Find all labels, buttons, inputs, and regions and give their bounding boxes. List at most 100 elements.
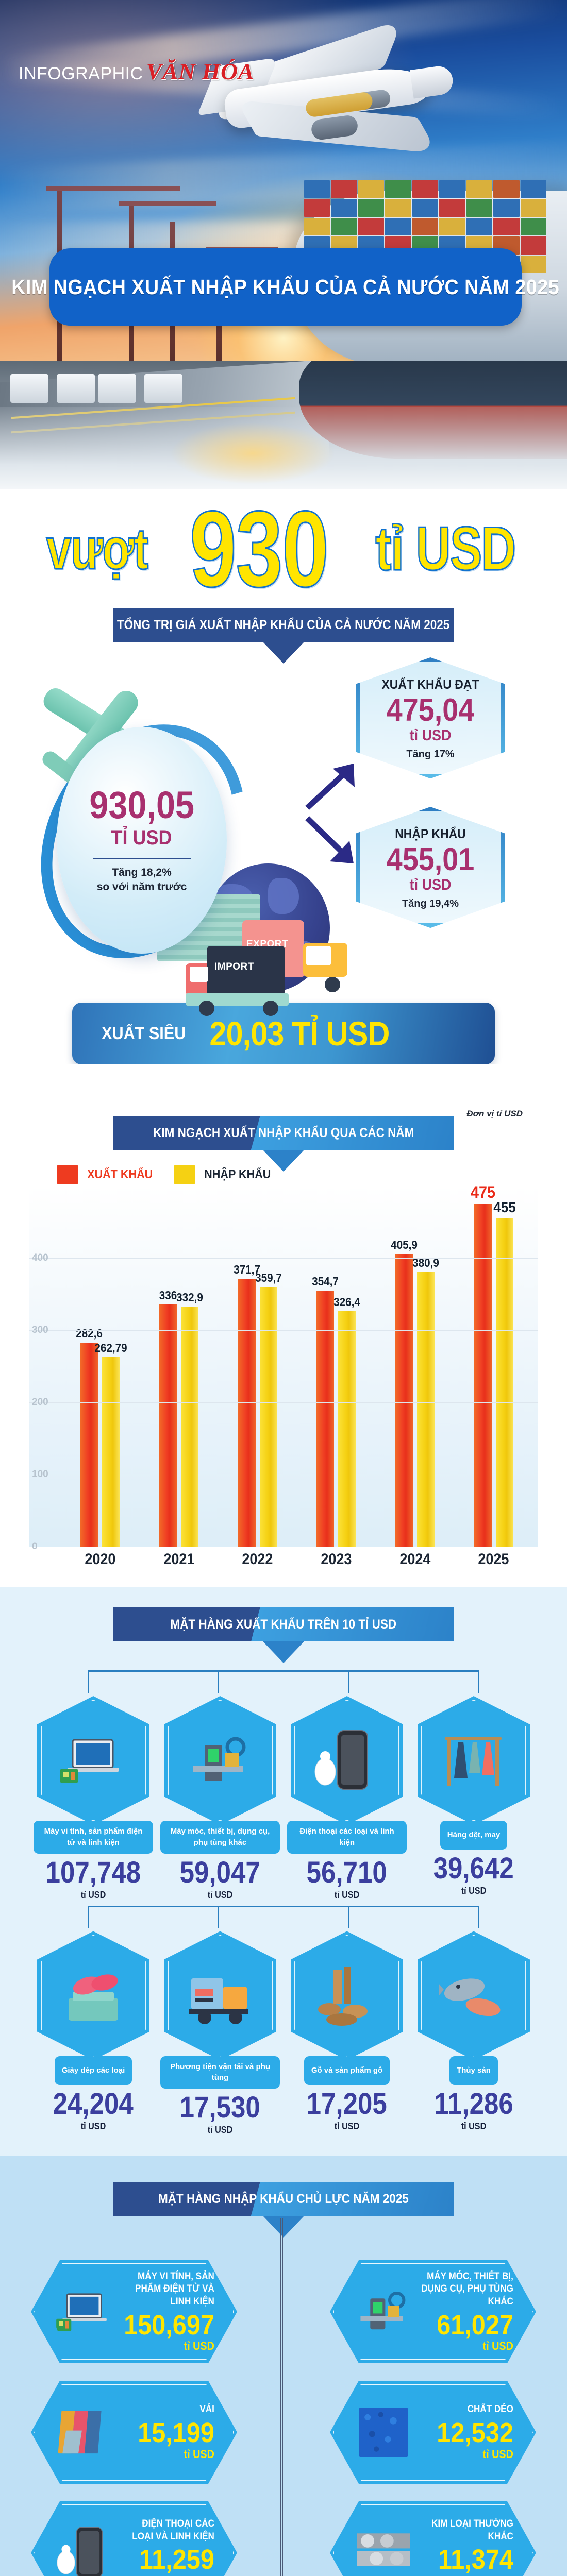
chart-x-tick-labels: 2020 2021 2022 2023 2024 2025 (61, 1551, 533, 1568)
chart-bar-group: 336 332,9 (159, 1186, 203, 1547)
truck-icon (10, 374, 48, 403)
chart-bar-import: 262,79 (95, 1341, 127, 1547)
product-hex (37, 1931, 149, 2060)
chart-y-tick-label: 100 (32, 1469, 48, 1480)
chart-bar-group: 371,7 359,7 (234, 1186, 282, 1547)
export-product-card: Điện thoại các loại và linh kiện 56,710 tỉ… (287, 1696, 407, 1901)
laptop-chip-icon (54, 2273, 115, 2350)
truck-icon (144, 374, 182, 403)
chart-x-label: 2021 (163, 1551, 195, 1568)
import-product-slot: CHẤT DẺO 12,532 tỉ USD ▶ (284, 2381, 536, 2484)
chart-bar-group: 475 455 (471, 1183, 516, 1547)
chart-y-tick-label: 200 (32, 1397, 48, 1408)
total-unit: TỈ USD (111, 826, 173, 849)
export-product-label: Máy móc, thiết bị, dụng cụ, phụ tùng khá… (160, 1821, 280, 1854)
overview-section-title: TỔNG TRỊ GIÁ XUẤT NHẬP KHẨU CỦA CẢ NƯỚC … (113, 608, 454, 642)
export-products-row-2: Giày dép các loại 24,204 tỉ USD Phương tiện… (0, 1931, 567, 2136)
import-product-slot: ĐIỆN THOẠI CÁC LOẠI VÀ LINH KIỆN11,259tỉ… (31, 2501, 284, 2576)
export-product-card: Hàng dệt, may 39,642 tỉ USD (414, 1696, 533, 1901)
chart-x-label: 2022 (242, 1551, 273, 1568)
import-products-grid: MÁY VI TÍNH, SẢN PHẨM ĐIỆN TỬ VÀ LINH KI… (0, 2260, 567, 2576)
overview-section-title-text: TỔNG TRỊ GIÁ XUẤT NHẬP KHẨU CỦA CẢ NƯỚC … (117, 617, 450, 632)
product-hex (37, 1696, 149, 1825)
chart-value-label: 336 (159, 1288, 177, 1302)
export-label: XUẤT KHẨU ĐẠT (381, 677, 479, 692)
import-product-label: ĐIỆN THOẠI CÁC LOẠI VÀ LINH KIỆN (132, 2518, 214, 2542)
legend-swatch-import (174, 1165, 196, 1184)
import-product-unit: tỉ USD (184, 2447, 214, 2461)
laptop-chip-icon (57, 1724, 129, 1797)
export-product-unit: tỉ USD (461, 1886, 487, 1896)
chart-bar-group: 354,7 326,4 (312, 1186, 360, 1547)
import-product-value: 11,374 (438, 2544, 513, 2575)
product-hex (164, 1931, 276, 2060)
headline-word: vượt (45, 516, 149, 582)
export-product-card: Phương tiện vận tải và phụ tùng 17,530 tỉ … (160, 1931, 280, 2136)
chart-y-tick-label: 300 (32, 1325, 48, 1335)
logo-name: VĂN HÓA (146, 58, 254, 84)
chart-unit-note: Đơn vị tỉ USD (466, 1109, 523, 1118)
chart-value-label: 455 (493, 1199, 516, 1216)
import-product-unit: tỉ USD (482, 2340, 513, 2353)
chart-bars: 282,6 262,79 336 332,9 371,7 359,7 354,7 326,4 4… (61, 1183, 533, 1547)
chart-bar-export: 354,7 (312, 1275, 339, 1547)
chart-x-label: 2024 (399, 1551, 430, 1568)
export-product-card: Giày dép các loại 24,204 tỉ USD (34, 1931, 153, 2136)
import-product-slot: VẢI 15,199 tỉ USD ◀ (31, 2381, 284, 2484)
import-product-label: VẢI (199, 2404, 214, 2415)
export-product-card: Thủy sản 11,286 tỉ USD (414, 1931, 533, 2136)
chart-bar-import: 380,9 (412, 1256, 439, 1547)
truck-icon (57, 374, 95, 403)
arrow-down-right-icon (305, 816, 354, 863)
import-growth: Tăng 19,4% (402, 898, 459, 910)
chart-bar-import: 359,7 (255, 1271, 282, 1547)
total-value: 930,05 (89, 783, 194, 826)
import-product-value: 12,532 (437, 2417, 513, 2448)
import-product-label: KIM LOẠI THƯỜNG KHÁC (431, 2518, 513, 2542)
chart-bar-export: 371,7 (234, 1263, 260, 1547)
arrow-connector-icon: ▶ (316, 2427, 325, 2438)
export-product-label: Hàng dệt, may (440, 1821, 508, 1850)
headline-unit: tỉ USD (375, 514, 516, 584)
headline-block: vượt 930 tỉ USD (0, 489, 567, 608)
port-road-band (0, 361, 567, 489)
chart-y-tick-label: 0 (32, 1541, 38, 1552)
main-title-banner: KIM NGẠCH XUẤT NHẬP KHẨU CỦA CẢ NƯỚC NĂM… (12, 248, 559, 326)
legend-item-import: NHẬP KHẨU (174, 1165, 275, 1184)
import-product-unit: tỉ USD (121, 2574, 214, 2576)
legend-swatch-export (57, 1165, 78, 1184)
export-product-label: Thủy sản (449, 2056, 498, 2085)
chart-value-label: 262,79 (94, 1341, 127, 1355)
trade-surplus-banner: XUẤT SIÊU 20,03 TỈ USD (72, 1003, 495, 1064)
export-hex-card: XUẤT KHẨU ĐẠT 475,04 tỉ USD Tăng 17% (356, 657, 505, 779)
product-hex (418, 1696, 530, 1825)
import-products-title: MẶT HÀNG NHẬP KHẨU CHỦ LỰC NĂM 2025 (113, 2182, 454, 2216)
arrow-up-right-icon (305, 764, 355, 810)
product-hex (291, 1931, 403, 2060)
overview-body: 930,05 TỈ USD Tăng 18,2% so với năm trướ… (0, 642, 567, 1016)
water-reflection (170, 422, 335, 484)
import-product-card: MÁY MÓC, THIẾT BỊ, DỤNG CỤ, PHỤ TÙNG KHÁ… (330, 2260, 536, 2363)
export-row2-connector (88, 1905, 479, 1929)
machinery-icon (184, 1724, 256, 1797)
export-product-value: 56,710 (306, 1855, 388, 1889)
surplus-label: XUẤT SIÊU (102, 1023, 186, 1043)
import-product-unit: tỉ USD (420, 2574, 513, 2576)
chart-value-label: 359,7 (255, 1271, 282, 1285)
chart-bar-import: 332,9 (176, 1291, 203, 1547)
chart-bar-export: 405,9 (391, 1238, 418, 1547)
export-product-unit: tỉ USD (80, 1889, 106, 1900)
import-product-unit: tỉ USD (482, 2447, 513, 2461)
crane-arm (119, 201, 216, 206)
truck-icon (98, 374, 136, 403)
smartphone-icon (311, 1724, 383, 1797)
export-product-label: Gỗ và sản phẩm gỗ (304, 2056, 390, 2085)
chart-plot-area: 282,6 262,79 336 332,9 371,7 359,7 354,7 326,4 4… (29, 1183, 538, 1552)
plastic-pellets-icon (353, 2394, 414, 2471)
export-product-label: Điện thoại các loại và linh kiện (287, 1821, 407, 1854)
chart-x-label: 2025 (478, 1551, 509, 1568)
export-product-card: Gỗ và sản phẩm gỗ 17,205 tỉ USD (287, 1931, 407, 2136)
import-product-value: 61,027 (437, 2309, 513, 2341)
